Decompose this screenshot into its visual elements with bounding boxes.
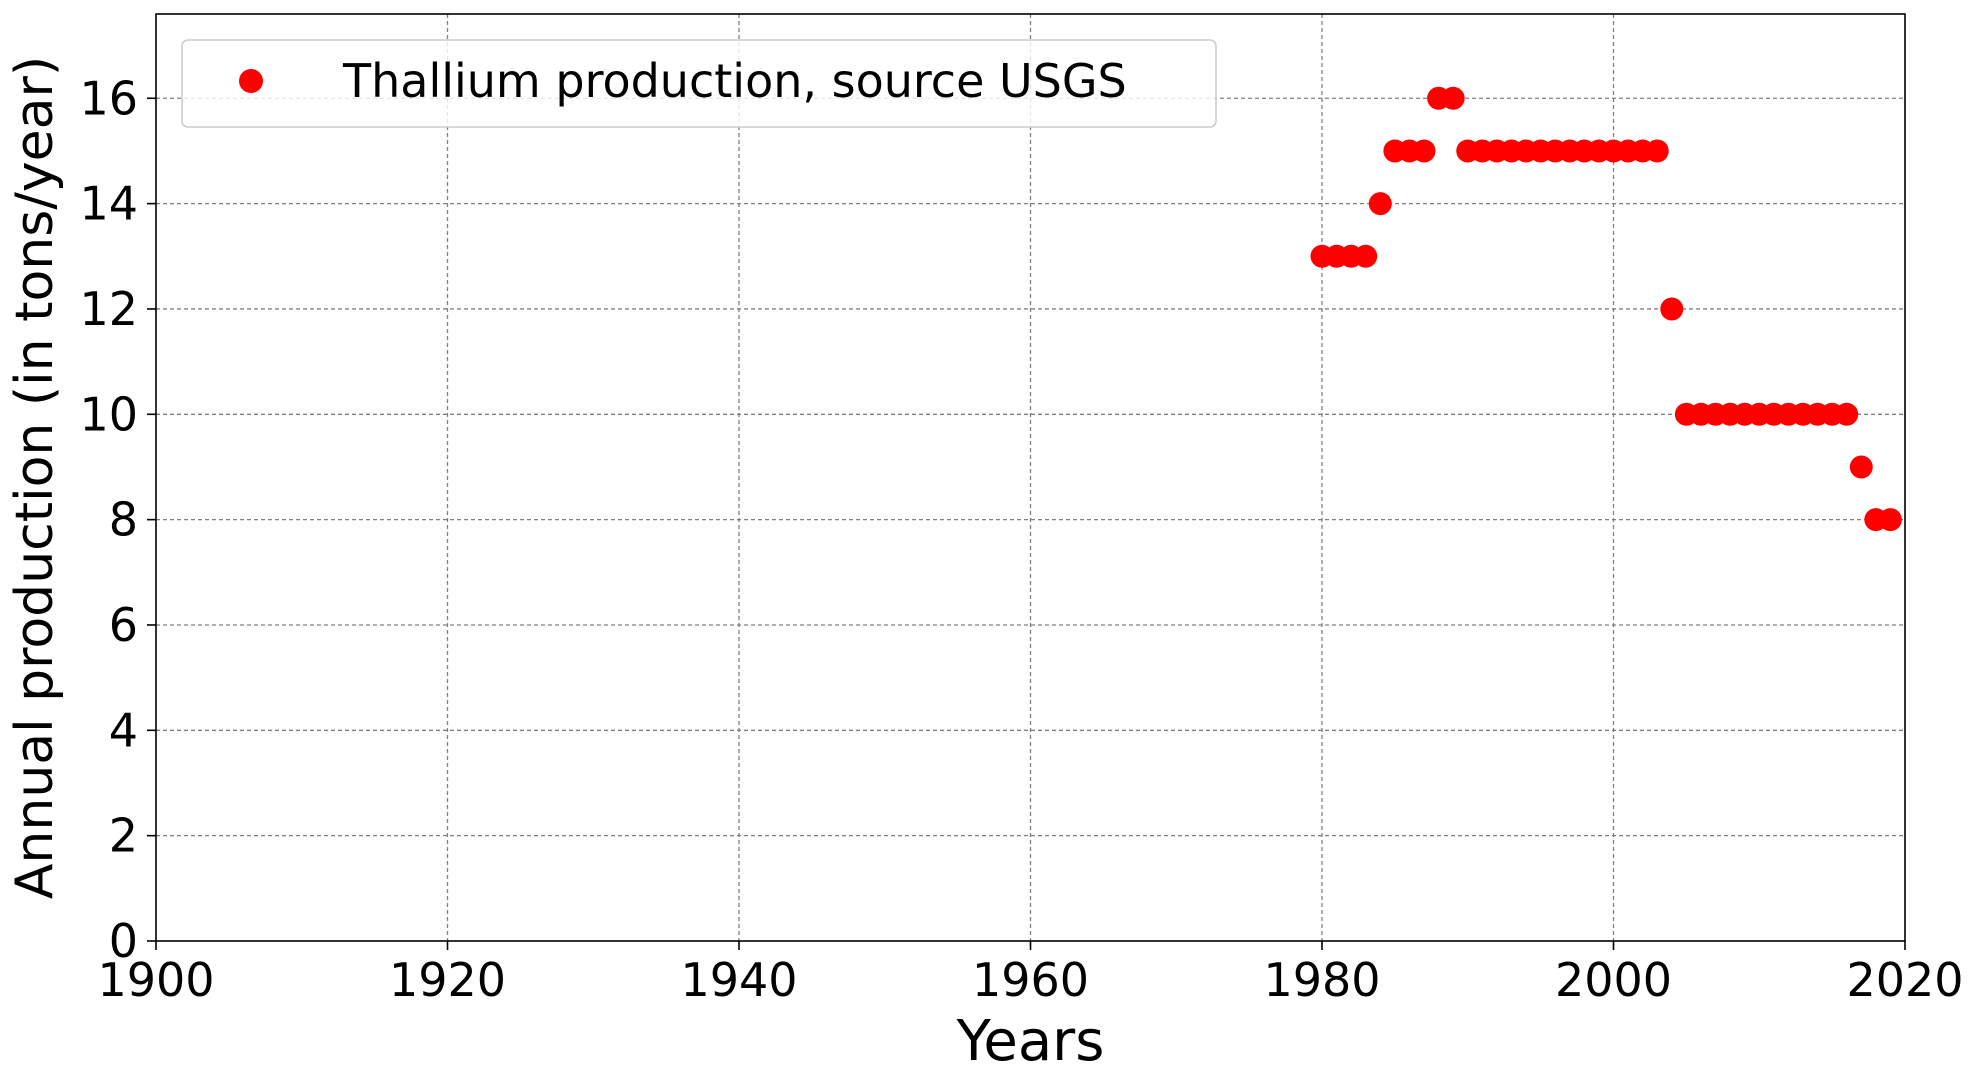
data-point [1849, 455, 1873, 479]
x-tick-label: 1920 [389, 953, 506, 1007]
y-tick-label: 2 [109, 809, 138, 863]
legend-entry-label: Thallium production, source USGS [342, 54, 1127, 108]
data-point [1660, 297, 1684, 321]
y-tick-label: 14 [79, 177, 138, 231]
legend-marker [239, 69, 263, 93]
y-axis-title: Annual production (in tons/year) [5, 56, 65, 899]
y-tick-label: 8 [109, 493, 138, 547]
data-points [1310, 86, 1902, 532]
x-tick-label: 1980 [1263, 953, 1380, 1007]
y-tick-label: 16 [79, 71, 138, 125]
x-tick-label: 2000 [1555, 953, 1672, 1007]
x-tick-label: 1900 [97, 953, 214, 1007]
x-tick-label: 1940 [680, 953, 797, 1007]
x-tick-label: 1960 [972, 953, 1089, 1007]
y-tick-label: 6 [109, 598, 138, 652]
data-point [1412, 139, 1436, 163]
x-tick-label: 2020 [1846, 953, 1963, 1007]
data-point [1645, 139, 1669, 163]
data-point [1835, 402, 1859, 426]
legend-box [181, 39, 1217, 128]
axis-ticks: 1900 1920 1940 1960 1980 2000 2020 0 2 4 6 8 10 12 14 1… [79, 71, 1963, 1007]
legend: Thallium production, source USGS [181, 39, 1217, 128]
y-tick-label: 4 [109, 703, 138, 757]
data-point [1354, 244, 1378, 268]
grid [156, 14, 1905, 941]
y-tick-label: 12 [79, 282, 138, 336]
data-point [1878, 508, 1902, 532]
y-tick-label: 10 [79, 387, 138, 441]
x-axis-title: Years [956, 1009, 1105, 1074]
data-point [1368, 192, 1392, 216]
y-tick-label: 0 [109, 914, 138, 968]
data-point [1441, 86, 1465, 110]
